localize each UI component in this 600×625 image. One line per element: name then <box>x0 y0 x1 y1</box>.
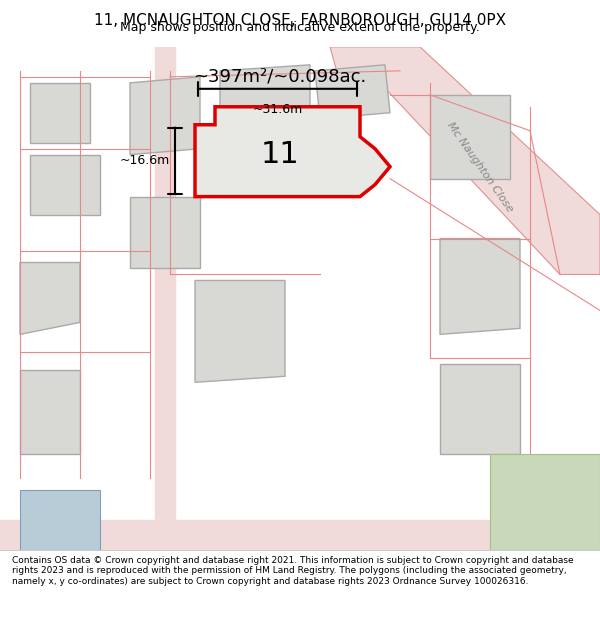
Text: Mc Naughton Close: Mc Naughton Close <box>445 120 515 214</box>
Polygon shape <box>130 77 200 154</box>
Text: Contains OS data © Crown copyright and database right 2021. This information is : Contains OS data © Crown copyright and d… <box>12 556 574 586</box>
Text: ~16.6m: ~16.6m <box>120 154 170 167</box>
Polygon shape <box>330 47 600 274</box>
Polygon shape <box>440 239 520 334</box>
Polygon shape <box>20 370 80 454</box>
Polygon shape <box>130 197 200 269</box>
Text: 11: 11 <box>260 140 299 169</box>
Text: ~31.6m: ~31.6m <box>253 103 302 116</box>
Polygon shape <box>490 454 600 550</box>
Polygon shape <box>30 82 90 142</box>
Polygon shape <box>30 154 100 214</box>
Text: ~397m²/~0.098ac.: ~397m²/~0.098ac. <box>193 68 367 86</box>
Polygon shape <box>20 262 80 334</box>
Polygon shape <box>195 107 390 197</box>
Text: 11, MCNAUGHTON CLOSE, FARNBOROUGH, GU14 0PX: 11, MCNAUGHTON CLOSE, FARNBOROUGH, GU14 … <box>94 13 506 28</box>
Text: Map shows position and indicative extent of the property.: Map shows position and indicative extent… <box>120 21 480 34</box>
Polygon shape <box>220 65 310 142</box>
Polygon shape <box>20 490 100 550</box>
Polygon shape <box>430 95 510 179</box>
Polygon shape <box>315 65 390 119</box>
Polygon shape <box>440 364 520 454</box>
Polygon shape <box>195 281 285 382</box>
